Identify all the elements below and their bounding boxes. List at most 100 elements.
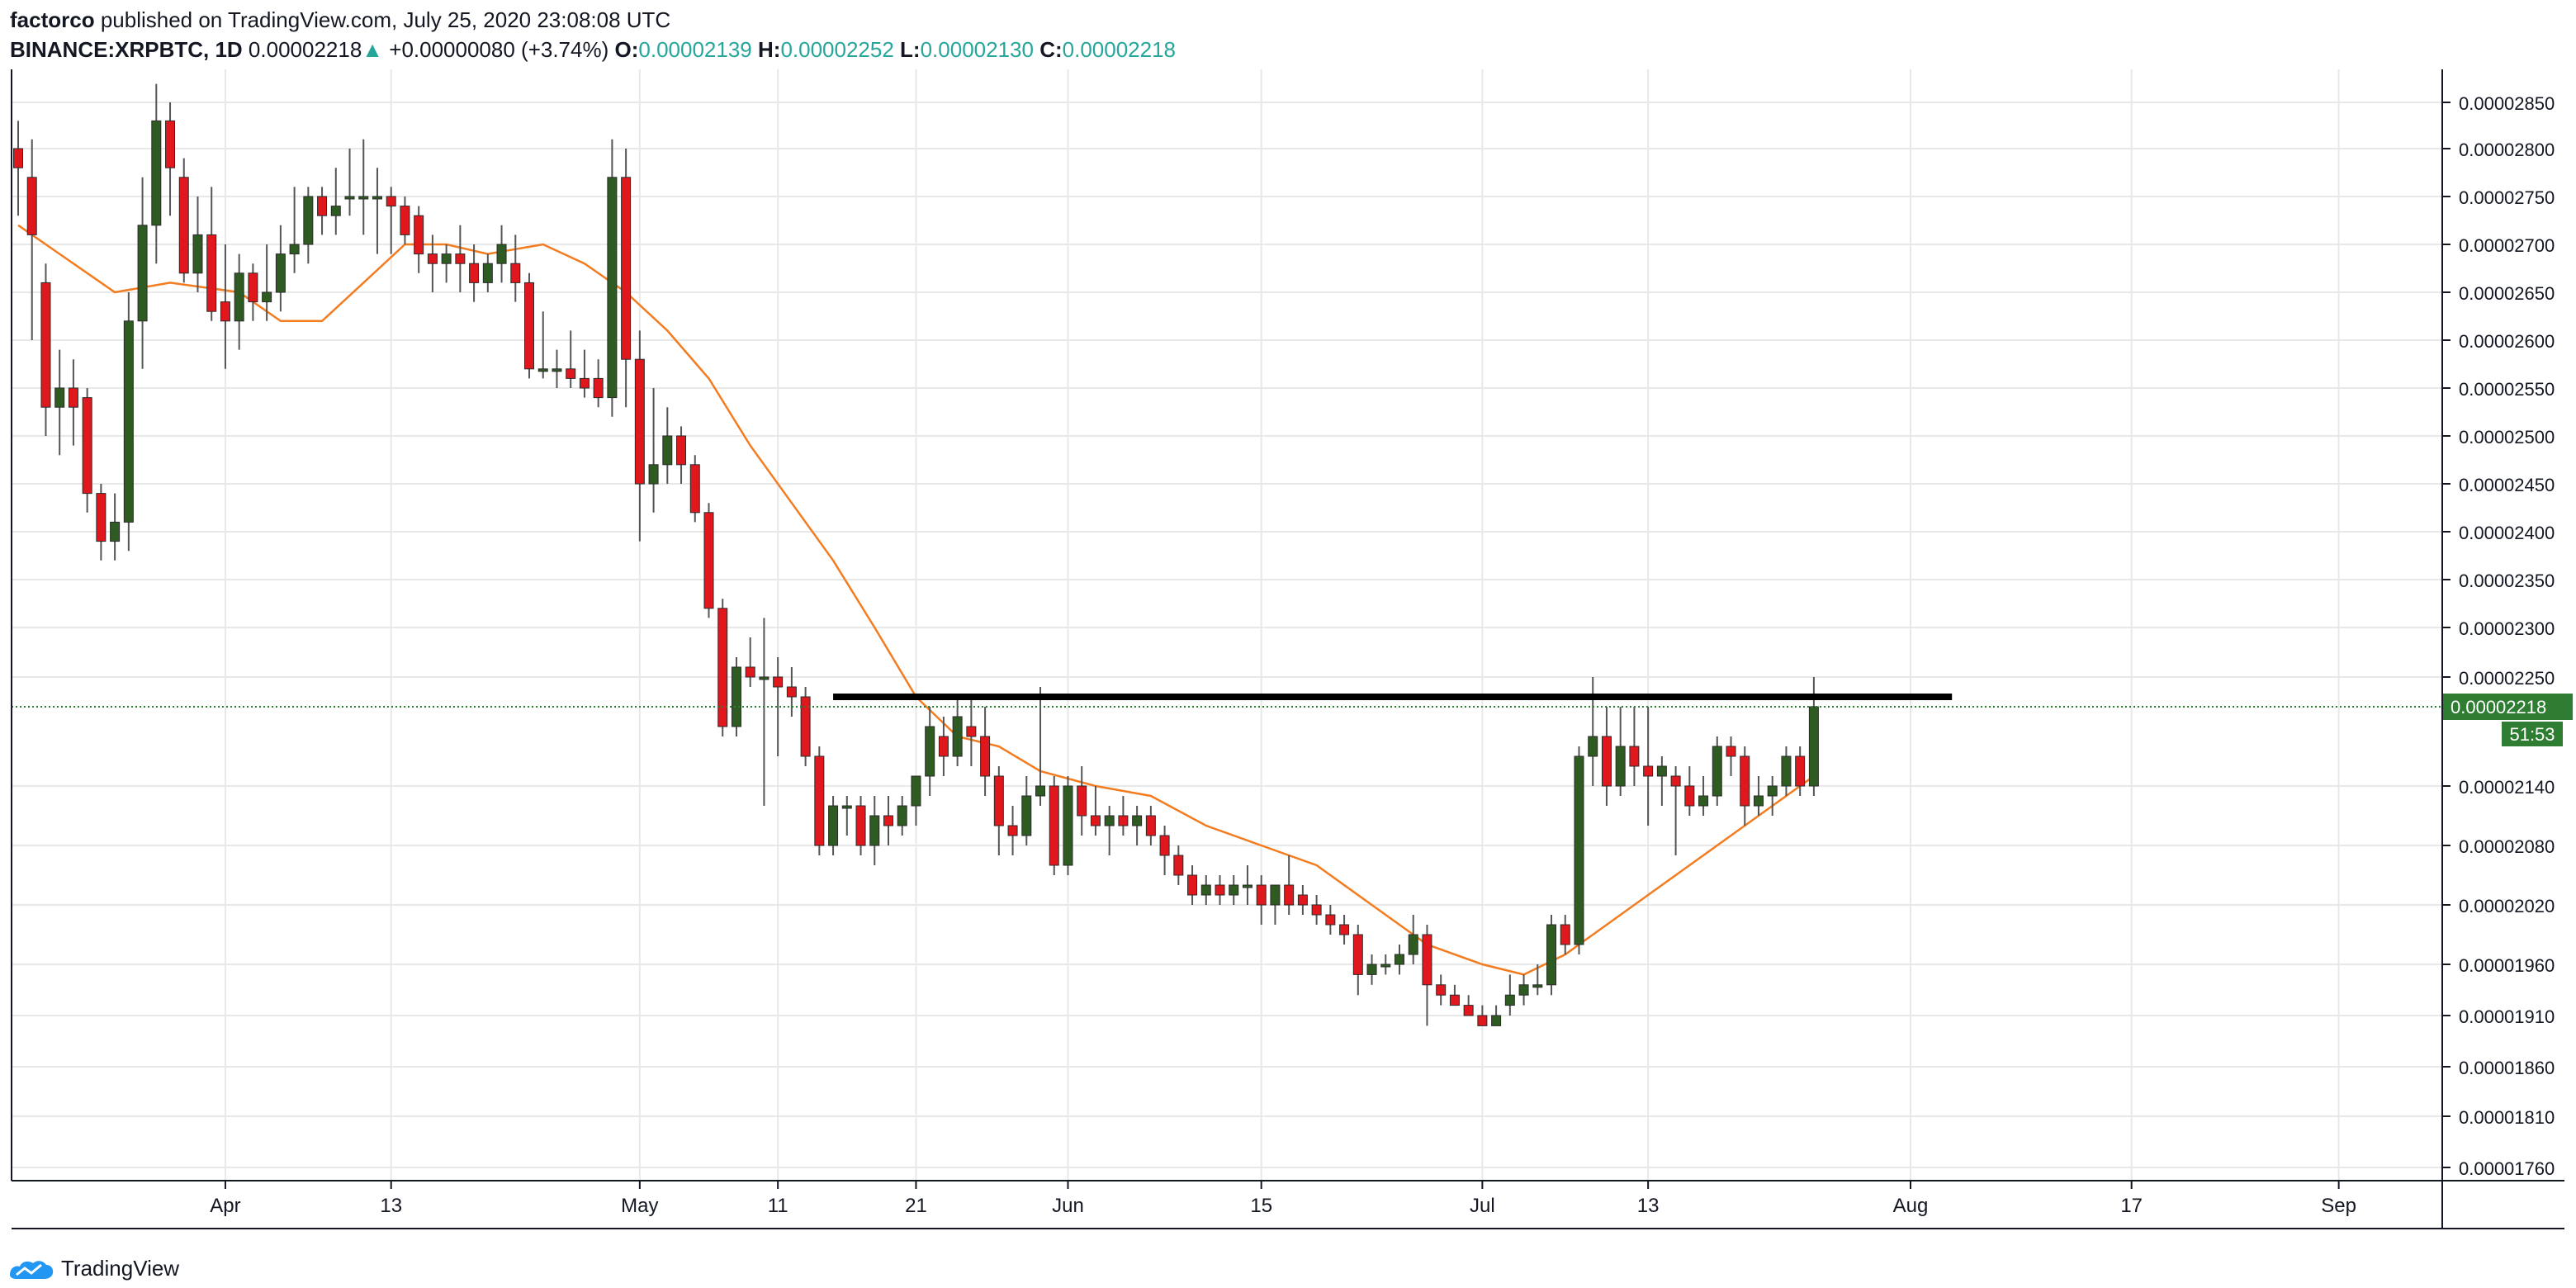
x-axis-label: Sep — [2321, 1195, 2356, 1217]
publish-line: factorco published on TradingView.com, J… — [10, 5, 2470, 35]
candle-down — [593, 377, 604, 399]
candle-up — [303, 196, 314, 245]
y-axis-label: 0.00002300 — [2459, 618, 2555, 639]
high-value: 0.00002252 — [780, 37, 894, 62]
low-value: 0.00002130 — [920, 37, 1034, 62]
candle-up — [952, 716, 963, 757]
candle-down — [1560, 924, 1570, 945]
tradingview-logo-icon — [10, 1260, 54, 1279]
candle-up — [828, 805, 839, 846]
candle-down — [455, 253, 466, 264]
candle-down — [1477, 1015, 1488, 1026]
candle-up — [1104, 815, 1115, 826]
candle-down — [1145, 815, 1156, 836]
candle-down — [1449, 994, 1460, 1006]
change-arrow-icon: ▲ — [362, 37, 384, 62]
author-name[interactable]: factorco — [10, 7, 95, 32]
candle-down — [510, 263, 521, 283]
close-value: 0.00002218 — [1062, 37, 1177, 62]
candle-up — [234, 272, 244, 322]
y-axis-label: 0.00002850 — [2459, 93, 2555, 114]
candle-up — [1242, 884, 1252, 888]
last-price: 0.00002218 — [248, 37, 362, 62]
candle-up — [1588, 736, 1598, 757]
candle-down — [1339, 924, 1350, 935]
candle-down — [1215, 884, 1225, 896]
open-label: O: — [614, 37, 639, 62]
candle-down — [206, 234, 217, 312]
candle-down — [82, 397, 92, 495]
candle-down — [1684, 785, 1695, 807]
candle-up — [841, 805, 852, 809]
candle-down — [621, 177, 632, 360]
candle-down — [814, 755, 825, 846]
candle-up — [482, 263, 493, 283]
candle-down — [1352, 934, 1363, 975]
x-axis-label: Aug — [1893, 1195, 1929, 1217]
candle-down — [1284, 884, 1295, 906]
candle-up — [537, 368, 548, 372]
y-axis-label: 0.00002140 — [2459, 777, 2555, 798]
y-axis-label: 0.00002700 — [2459, 235, 2555, 256]
x-axis-label: Apr — [210, 1195, 240, 1217]
candle-up — [1200, 884, 1211, 896]
candle-up — [759, 676, 769, 680]
candle-down — [980, 736, 991, 777]
y-axis-label: 0.00002400 — [2459, 523, 2555, 543]
candle-down — [178, 177, 189, 274]
candle-down — [634, 358, 645, 485]
y-axis-label: 0.00001760 — [2459, 1158, 2555, 1179]
publish-info: published on TradingView.com, July 25, 2… — [100, 7, 671, 32]
x-axis-label: 11 — [768, 1195, 788, 1217]
candle-down — [524, 282, 535, 370]
candle-up — [358, 196, 369, 200]
candle-down — [427, 253, 438, 264]
moving-average-layer — [17, 224, 1815, 976]
candle-down — [993, 775, 1004, 826]
candle-up — [1532, 984, 1543, 988]
candle-down — [855, 805, 866, 846]
candle-up — [1615, 746, 1626, 787]
candle-down — [938, 736, 949, 757]
candle-down — [1422, 934, 1432, 986]
y-axis-label: 0.00002600 — [2459, 331, 2555, 352]
close-label: C: — [1039, 37, 1063, 62]
y-axis-label: 0.00002350 — [2459, 571, 2555, 591]
candle-up — [1380, 964, 1391, 968]
candle-up — [1063, 785, 1073, 866]
symbol-line: BINANCE:XRPBTC, 1D 0.00002218▲ +0.000000… — [10, 35, 2470, 64]
candle-up — [123, 320, 134, 523]
y-axis-label: 0.00001910 — [2459, 1006, 2555, 1027]
candle-up — [1574, 755, 1584, 945]
candle-up — [1035, 785, 1046, 797]
candle-down — [400, 206, 410, 235]
candle-down — [414, 215, 424, 255]
high-label: H: — [758, 37, 781, 62]
candle-up — [1698, 795, 1709, 807]
symbol-interval: BINANCE:XRPBTC, 1D — [10, 37, 243, 62]
candle-up — [1546, 924, 1557, 986]
axes-layer: 0.00002850 0.00002800 0.00002750 0.00002700… — [11, 69, 2564, 1229]
candle-down — [883, 815, 893, 826]
candle-down — [579, 377, 590, 389]
candle-up — [54, 387, 65, 408]
candle-up — [911, 775, 921, 807]
candle-up — [1808, 706, 1819, 787]
candle-down — [13, 148, 23, 168]
y-axis-label: 0.00002500 — [2459, 427, 2555, 447]
candle-down — [1643, 765, 1654, 777]
candle-down — [1007, 825, 1018, 836]
y-axis-label: 0.00002080 — [2459, 836, 2555, 857]
candle-up — [1712, 746, 1722, 797]
candle-up — [344, 196, 355, 200]
x-axis-label: May — [621, 1195, 658, 1217]
y-axis-label: 0.00001810 — [2459, 1107, 2555, 1128]
x-axis-label: 13 — [1637, 1195, 1660, 1217]
candle-down — [1629, 746, 1640, 767]
candle-down — [1256, 884, 1267, 906]
footer-brand[interactable]: TradingView — [8, 1256, 179, 1281]
tradingview-brand-text: TradingView — [61, 1256, 180, 1281]
candle-up — [1781, 755, 1792, 787]
candle-down — [676, 435, 687, 466]
